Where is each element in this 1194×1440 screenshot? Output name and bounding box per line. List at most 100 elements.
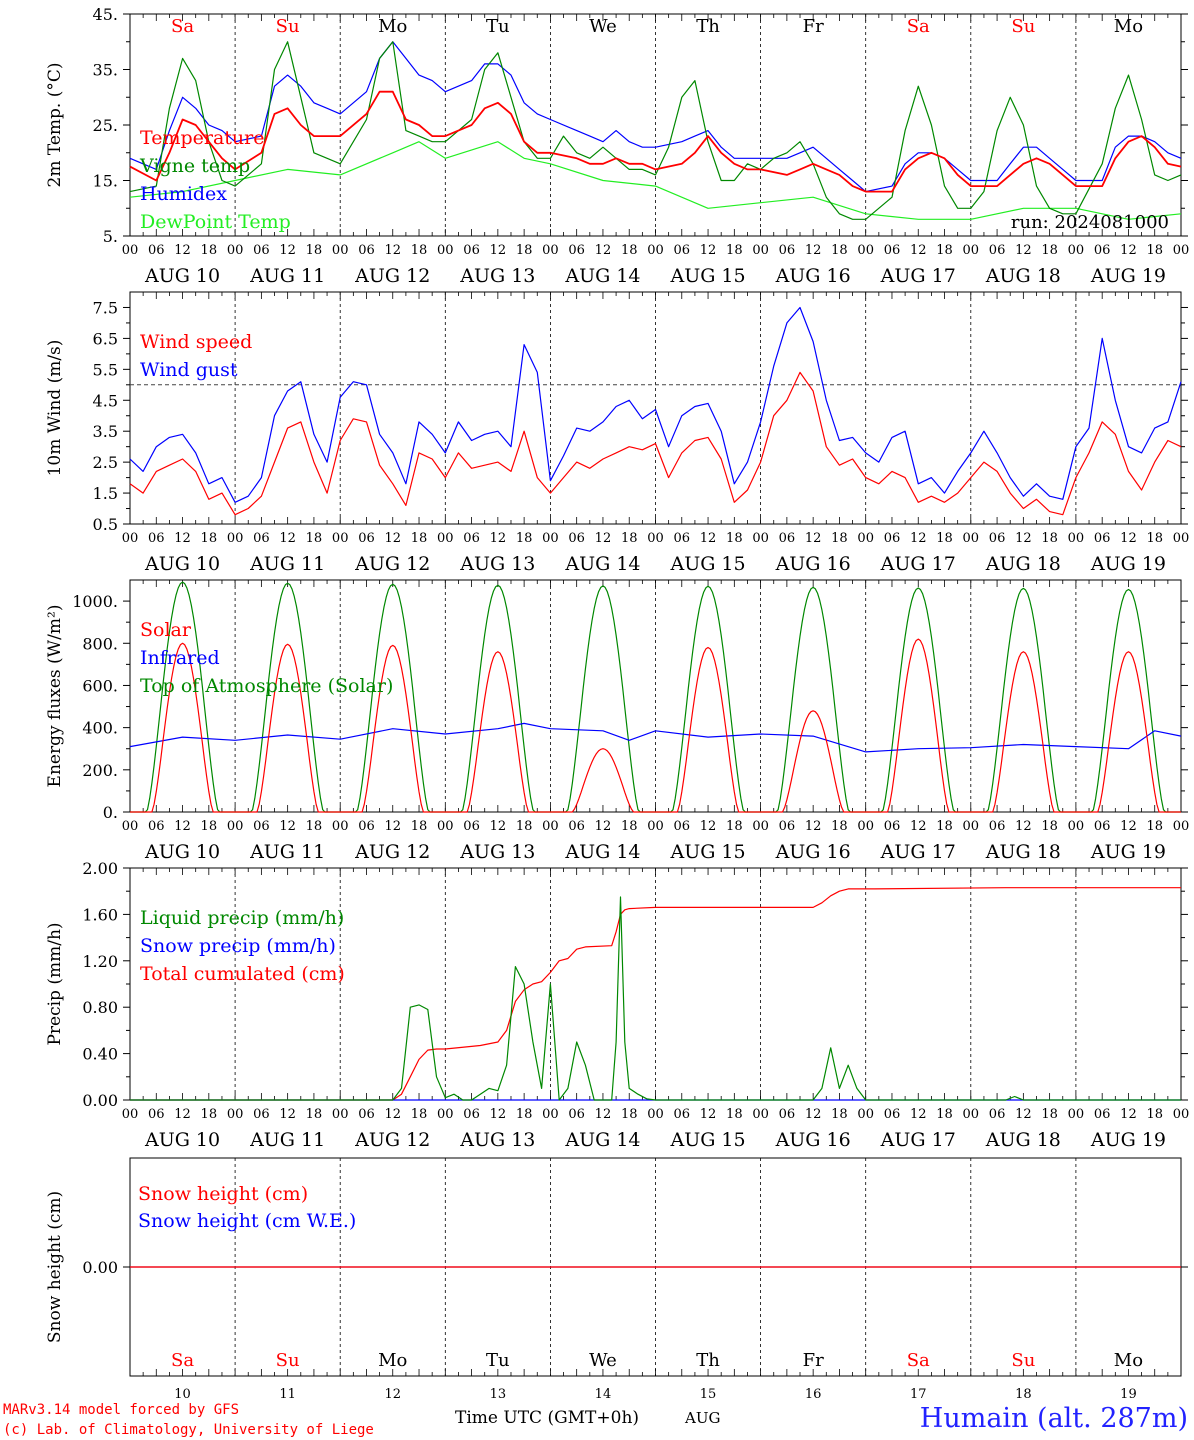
hour-tick-label: 18 [201,819,218,834]
hour-tick-label: 06 [989,243,1006,258]
hour-tick-label: 12 [174,531,191,546]
date-label: AUG 14 [564,553,640,575]
y-tick-label: 1.60 [82,905,118,924]
hour-tick-label: 12 [805,531,822,546]
date-label: AUG 11 [249,1129,325,1151]
date-label: AUG 14 [564,841,640,863]
y-tick-label: 2.5 [93,453,118,472]
hour-tick-label: 12 [384,1107,401,1122]
hour-tick-label: 12 [490,243,507,258]
day-abbr-label: Tu [486,16,510,37]
hour-tick-label: 12 [1015,531,1032,546]
day-abbr-label: Fr [803,16,824,37]
date-label: AUG 15 [669,553,745,575]
hour-tick-label: 12 [1120,243,1137,258]
hour-tick-label: 12 [1015,819,1032,834]
hour-tick-label: 06 [358,819,375,834]
hour-tick-label: 12 [910,1107,927,1122]
day-abbr-label: Mo [378,1350,407,1371]
date-label: AUG 11 [249,553,325,575]
hour-tick-label: 00 [1173,819,1190,834]
y-tick-label: 1.20 [82,952,118,971]
legend-entry: Total cumulated (cm) [140,963,345,985]
y-axis-title: Energy fluxes (W/m²) [45,605,65,788]
hour-tick-label: 18 [1041,819,1058,834]
hour-tick-label: 06 [779,243,796,258]
hour-tick-label: 06 [779,1107,796,1122]
hour-tick-label: 06 [358,1107,375,1122]
legend-entry: Wind speed [140,331,252,353]
y-axis-title: 2m Temp. (°C) [45,62,65,187]
date-label: AUG 16 [775,553,851,575]
hour-tick-label: 18 [411,1107,428,1122]
day-abbr-label: Sa [171,16,194,37]
legend-entry: Snow height (cm W.E.) [138,1210,356,1232]
hour-tick-label: 18 [936,243,953,258]
y-tick-label: 600. [82,676,118,695]
day-abbr-label: Su [276,1350,300,1371]
day-abbr-label: Fr [803,1350,824,1371]
date-label: AUG 16 [775,841,851,863]
hour-tick-label: 18 [411,819,428,834]
series-line-wind-gust [129,306,1182,503]
day-abbr-label: Sa [907,16,930,37]
hour-tick-label: 00 [752,819,769,834]
date-label: AUG 15 [669,1129,745,1151]
hour-tick-label: 18 [831,819,848,834]
hour-tick-label: 06 [358,531,375,546]
date-label: AUG 19 [1090,553,1166,575]
date-label: AUG 13 [459,553,535,575]
hour-tick-label: 00 [647,531,664,546]
hour-tick-label: 18 [306,243,323,258]
hour-tick-label: 18 [726,819,743,834]
hour-tick-label: 12 [805,819,822,834]
footer-credit-line: (c) Lab. of Climatology, University of L… [3,1422,374,1438]
date-label: AUG 13 [459,1129,535,1151]
day-abbr-label: Th [696,1350,720,1371]
hour-tick-label: 12 [595,819,612,834]
y-tick-label: 200. [82,761,118,780]
hour-tick-label: 06 [358,243,375,258]
y-tick-label: 5. [103,227,118,246]
y-tick-label: 0.80 [82,998,118,1017]
day-abbr-label: Su [1011,1350,1035,1371]
hour-tick-label: 18 [1041,243,1058,258]
day-abbr-label: We [589,16,617,37]
day-number-label: 15 [700,1387,717,1402]
hour-tick-label: 12 [700,243,717,258]
hour-tick-label: 18 [726,243,743,258]
series-line-total-cumulated-cm- [130,887,1181,1101]
hour-tick-label: 18 [831,531,848,546]
date-label: AUG 10 [144,553,220,575]
day-abbr-label: We [589,1350,617,1371]
date-label: AUG 10 [144,1129,220,1151]
y-tick-label: 0.40 [82,1045,118,1064]
y-tick-label: 25. [93,116,118,135]
hour-tick-label: 00 [1068,1107,1085,1122]
hour-tick-label: 12 [490,1107,507,1122]
hour-tick-label: 06 [463,819,480,834]
date-label: AUG 15 [669,841,745,863]
date-label: AUG 18 [985,841,1061,863]
hour-tick-label: 06 [1094,1107,1111,1122]
hour-tick-label: 12 [1120,1107,1137,1122]
hour-tick-label: 00 [1068,531,1085,546]
hour-tick-label: 12 [1015,243,1032,258]
date-label: AUG 17 [880,1129,956,1151]
date-label: AUG 16 [775,1129,851,1151]
y-tick-label: 45. [93,5,118,24]
hour-tick-label: 00 [437,243,454,258]
day-abbr-label: Sa [171,1350,194,1371]
hour-tick-label: 00 [122,1107,139,1122]
hour-tick-label: 18 [936,1107,953,1122]
hour-tick-label: 00 [227,243,244,258]
legend-entry: Humidex [140,183,227,205]
hour-tick-label: 18 [201,531,218,546]
hour-tick-label: 06 [253,531,270,546]
hour-tick-label: 00 [542,243,559,258]
date-label: AUG 18 [985,1129,1061,1151]
hour-tick-label: 18 [1146,819,1163,834]
hour-tick-label: 00 [437,819,454,834]
y-axis-title: Snow height (cm) [45,1191,65,1343]
hour-tick-label: 18 [831,243,848,258]
